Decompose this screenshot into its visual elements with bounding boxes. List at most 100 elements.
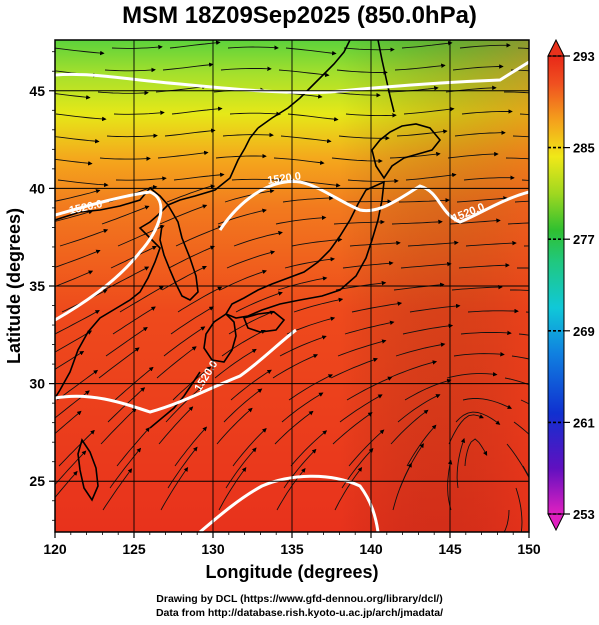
x-tick-label: 125 — [122, 541, 146, 557]
contour-label: 1520.0 — [267, 170, 302, 187]
streamline — [216, 407, 253, 445]
streamline — [510, 289, 529, 291]
y-tick-label: 30 — [29, 376, 45, 392]
streamline — [504, 377, 529, 386]
streamline — [158, 406, 194, 445]
streamline — [229, 111, 281, 117]
streamline — [279, 335, 327, 357]
y-axis-ticks: 25 30 35 40 45 — [29, 51, 55, 521]
streamline — [463, 175, 515, 181]
streamline — [447, 459, 453, 511]
x-tick-label: 130 — [201, 541, 225, 557]
streamline — [278, 69, 330, 78]
streamline — [405, 172, 457, 181]
streamline — [462, 398, 513, 409]
streamline — [512, 135, 529, 138]
x-tick-label: 150 — [517, 541, 541, 557]
streamline — [504, 91, 529, 94]
streamline — [218, 467, 247, 511]
plot-frame — [54, 39, 530, 533]
streamline — [223, 388, 263, 423]
streamline — [336, 69, 388, 75]
streamline — [233, 230, 283, 247]
streamline — [464, 438, 488, 467]
streamline — [168, 245, 215, 269]
colorbar-ticks: 253 261 269 277 285 293 — [548, 49, 595, 522]
streamline — [388, 360, 438, 379]
streamline — [177, 286, 223, 313]
coastline-kyushu — [203, 312, 237, 363]
streamline — [116, 427, 150, 467]
streamline — [276, 467, 306, 511]
streamline — [55, 470, 78, 499]
streamline — [163, 326, 206, 357]
streamline — [447, 151, 499, 159]
streamline — [113, 110, 165, 116]
streamline — [510, 69, 529, 72]
streamline — [281, 392, 324, 423]
streamline — [173, 172, 225, 181]
streamline — [394, 63, 446, 71]
streamline — [102, 468, 133, 511]
streamline — [513, 421, 529, 435]
streamline — [347, 178, 399, 184]
y-tick-label: 40 — [29, 180, 45, 196]
streamline — [235, 291, 283, 313]
streamline — [231, 177, 283, 183]
streamline — [275, 215, 327, 225]
streamline — [456, 438, 466, 489]
streamline — [111, 44, 163, 50]
coastline-taiwan — [77, 438, 99, 502]
colorbar-tick-label: 269 — [573, 324, 595, 339]
streamline — [166, 184, 216, 203]
map-title: MSM 18Z09Sep2025 (850.0hPa) — [122, 2, 477, 29]
streamline — [459, 43, 511, 49]
streamline — [227, 45, 279, 50]
streamline — [503, 509, 510, 532]
streamline — [55, 270, 94, 288]
streamline — [518, 333, 529, 336]
x-axis-title: Longitude (degrees) — [205, 562, 378, 582]
streamline — [214, 348, 257, 379]
x-tick-label: 140 — [359, 541, 383, 557]
colorbar-tick-label: 293 — [573, 49, 595, 64]
streamline — [274, 410, 314, 445]
streamline — [55, 450, 87, 486]
streamline — [506, 443, 529, 479]
streamline — [101, 205, 150, 225]
streamline — [290, 430, 328, 467]
streamline — [172, 366, 212, 401]
streamline — [98, 347, 140, 379]
streamline — [293, 297, 344, 313]
streamline — [454, 130, 506, 137]
streamline — [458, 263, 510, 269]
streamline — [449, 218, 501, 225]
streamline — [446, 372, 498, 379]
streamline — [389, 151, 441, 159]
streamline — [397, 394, 441, 423]
streamline — [451, 284, 503, 291]
streamline — [288, 374, 333, 401]
streamline — [343, 47, 395, 52]
streamline — [338, 135, 390, 141]
streamline — [160, 466, 189, 511]
streamline — [448, 414, 484, 445]
streamline — [330, 357, 378, 379]
coastline-hokkaido — [371, 123, 442, 180]
streamline — [272, 354, 319, 379]
streamline — [404, 378, 452, 401]
streamline — [505, 157, 529, 160]
streamline — [55, 310, 100, 335]
streamline — [340, 199, 392, 204]
colorbar-min-arrow — [547, 513, 565, 532]
colorbar-tick-label: 253 — [573, 507, 595, 522]
credit-drawing: Drawing by DCL (https://www.gfd-dennou.o… — [156, 593, 443, 605]
streamline — [224, 188, 275, 203]
coastline-korea — [159, 127, 259, 301]
streamline — [104, 67, 156, 73]
streamline — [285, 47, 337, 56]
streamline — [55, 249, 101, 268]
streamline — [337, 339, 387, 357]
streamline — [97, 90, 149, 96]
